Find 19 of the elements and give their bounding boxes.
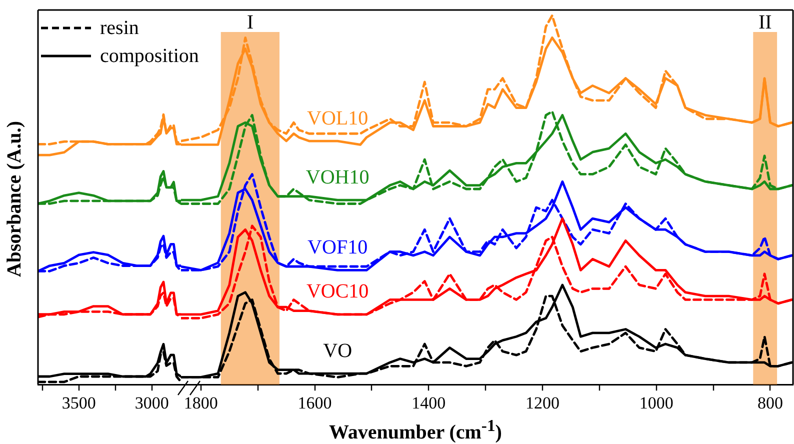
- annotation: composition: [100, 44, 199, 68]
- x-tick-label: 3000: [134, 393, 169, 412]
- series-label: VOC10: [306, 280, 369, 303]
- series-label: VOL10: [307, 107, 368, 130]
- x-axis-title: Wavenumber (cm$^{-1}$): [328, 416, 503, 444]
- band-label: II: [758, 11, 772, 34]
- x-tick-label: 1800: [184, 393, 218, 412]
- x-tick-label: 1000: [639, 393, 674, 412]
- x-tick-label: 1200: [526, 393, 560, 412]
- text: resin: [100, 16, 139, 40]
- x-tick-label: 1600: [298, 393, 332, 412]
- series-label: VOH10: [306, 166, 370, 188]
- series-label: VOF10: [308, 236, 368, 258]
- x-tick-label: 800: [757, 393, 783, 412]
- x-tick-label: 3500: [62, 393, 96, 412]
- band-label: I: [246, 11, 254, 34]
- x-tick-label: 1400: [412, 393, 446, 412]
- series-label: VO: [323, 340, 352, 362]
- y-axis-title: Absorbance (A.u.): [4, 120, 26, 277]
